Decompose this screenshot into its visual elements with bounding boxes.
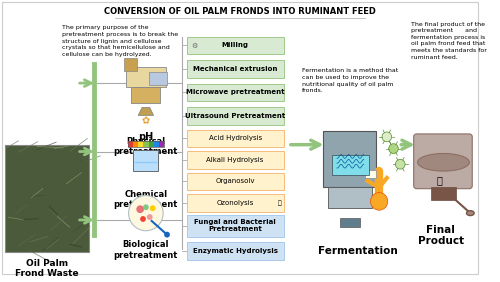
- Circle shape: [136, 205, 144, 213]
- FancyBboxPatch shape: [186, 173, 284, 190]
- FancyBboxPatch shape: [365, 169, 376, 179]
- Ellipse shape: [466, 211, 474, 215]
- Circle shape: [382, 132, 392, 142]
- FancyBboxPatch shape: [2, 2, 478, 274]
- Text: Chemical
pretreatment: Chemical pretreatment: [114, 190, 178, 209]
- Bar: [133, 141, 138, 147]
- Text: 🐄: 🐄: [436, 175, 442, 185]
- Ellipse shape: [418, 153, 470, 171]
- FancyBboxPatch shape: [5, 145, 89, 252]
- Text: Acid Hydrolysis: Acid Hydrolysis: [208, 135, 262, 141]
- FancyBboxPatch shape: [134, 149, 158, 171]
- Circle shape: [128, 195, 163, 231]
- Text: Oil Palm
Frond Waste: Oil Palm Frond Waste: [15, 259, 79, 278]
- Text: Fermentation is a method that
can be used to improve the
nutritional quality of : Fermentation is a method that can be use…: [302, 69, 398, 93]
- Text: pH: pH: [138, 132, 154, 142]
- Text: ✿: ✿: [142, 116, 150, 126]
- FancyBboxPatch shape: [186, 107, 284, 125]
- Text: Enzymatic Hydrolysis: Enzymatic Hydrolysis: [192, 248, 278, 254]
- Text: Physical
pretreatment: Physical pretreatment: [114, 137, 178, 156]
- Text: Ozonolysis: Ozonolysis: [216, 200, 254, 206]
- Text: Alkali Hydrolysis: Alkali Hydrolysis: [206, 157, 264, 163]
- FancyBboxPatch shape: [186, 215, 284, 237]
- Text: The final product of the
pretreatment      and
fermentation process is
oil palm : The final product of the pretreatment an…: [411, 21, 486, 60]
- Bar: [148, 141, 154, 147]
- Circle shape: [147, 214, 152, 220]
- FancyBboxPatch shape: [328, 187, 372, 208]
- Text: Final
Product: Final Product: [418, 225, 464, 246]
- Circle shape: [143, 204, 149, 210]
- Text: Microwave pretreatment: Microwave pretreatment: [186, 89, 284, 95]
- Polygon shape: [138, 107, 154, 115]
- FancyBboxPatch shape: [186, 194, 284, 212]
- Circle shape: [388, 144, 398, 153]
- Text: ⚙: ⚙: [192, 43, 198, 49]
- Circle shape: [164, 232, 170, 237]
- FancyBboxPatch shape: [124, 58, 137, 71]
- Text: Biological
pretreatment: Biological pretreatment: [114, 241, 178, 260]
- Circle shape: [370, 193, 388, 210]
- FancyBboxPatch shape: [126, 67, 166, 87]
- Text: Fungal and Bacterial
Pretreatment: Fungal and Bacterial Pretreatment: [194, 219, 276, 232]
- Text: Milling: Milling: [222, 43, 248, 49]
- FancyBboxPatch shape: [186, 37, 284, 54]
- Text: Mechanical extrusion: Mechanical extrusion: [193, 66, 278, 72]
- Text: The primary purpose of the
pretreatment process is to break the
structure of lig: The primary purpose of the pretreatment …: [62, 25, 178, 57]
- FancyBboxPatch shape: [414, 134, 472, 189]
- FancyBboxPatch shape: [186, 60, 284, 78]
- FancyBboxPatch shape: [132, 87, 160, 103]
- FancyBboxPatch shape: [431, 187, 456, 201]
- FancyBboxPatch shape: [340, 219, 360, 227]
- Circle shape: [396, 159, 405, 169]
- Text: CONVERSION OF OIL PALM FRONDS INTO RUMINANT FEED: CONVERSION OF OIL PALM FRONDS INTO RUMIN…: [104, 7, 376, 16]
- Bar: [144, 141, 148, 147]
- Text: Organosolv: Organosolv: [216, 178, 255, 184]
- Bar: [154, 141, 159, 147]
- FancyBboxPatch shape: [322, 131, 376, 187]
- FancyBboxPatch shape: [186, 242, 284, 259]
- FancyBboxPatch shape: [186, 129, 284, 147]
- Circle shape: [150, 205, 156, 211]
- Bar: [128, 141, 133, 147]
- Text: Fermentation: Fermentation: [318, 246, 398, 256]
- Text: Ultrasound Pretreatment: Ultrasound Pretreatment: [185, 113, 286, 119]
- FancyBboxPatch shape: [332, 155, 368, 175]
- Circle shape: [140, 216, 146, 222]
- Bar: [159, 141, 164, 147]
- Text: 🔬: 🔬: [278, 200, 281, 206]
- FancyBboxPatch shape: [150, 72, 168, 85]
- Bar: [138, 141, 143, 147]
- FancyBboxPatch shape: [186, 151, 284, 169]
- FancyBboxPatch shape: [186, 83, 284, 101]
